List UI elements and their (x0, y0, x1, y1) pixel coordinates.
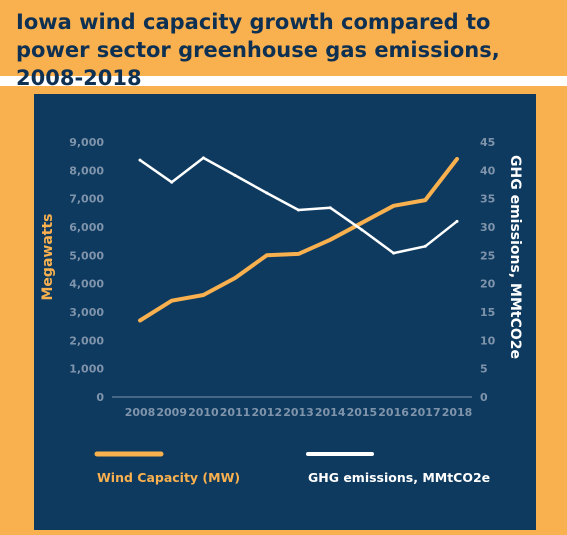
y-tick-label: 8,000 (69, 164, 104, 177)
x-tick-label: 2016 (378, 406, 409, 419)
legend: Wind Capacity (MW) GHG emissions, MMtCO2e (94, 451, 490, 485)
y-tick-label: 9,000 (69, 136, 104, 149)
y2-tick-label: 15 (480, 306, 495, 319)
y-tick-label: 5,000 (69, 249, 104, 262)
data-point (328, 206, 332, 210)
y-tick-label: 6,000 (69, 221, 104, 234)
y-tick-label: 1,000 (69, 363, 104, 376)
x-tick-label: 2014 (315, 406, 346, 419)
data-point (328, 238, 332, 242)
x-tick-label: 2017 (410, 406, 441, 419)
data-point (360, 221, 364, 225)
y2-tick-label: 10 (480, 334, 496, 347)
y-tick-label: 0 (96, 391, 104, 404)
data-point (233, 276, 237, 280)
legend-label: Wind Capacity (MW) (97, 470, 240, 485)
left-axis-ticks: 0 1,000 2,000 3,000 4,000 5,000 6,000 7,000 8,00… (69, 136, 104, 404)
data-point (423, 244, 427, 248)
data-point (201, 293, 205, 297)
ghg-emissions-line (138, 156, 459, 255)
x-tick-label: 2009 (156, 406, 187, 419)
x-tick-label: 2018 (442, 406, 473, 419)
y-tick-label: 4,000 (69, 278, 104, 291)
data-point (170, 180, 174, 184)
y2-tick-label: 20 (480, 278, 496, 291)
y2-tick-label: 0 (480, 391, 488, 404)
data-point (455, 219, 459, 223)
chart-title: Iowa wind capacity growth compared to po… (16, 10, 500, 90)
x-tick-label: 2012 (251, 406, 282, 419)
y2-tick-label: 5 (480, 363, 488, 376)
y-tick-label: 3,000 (69, 306, 104, 319)
data-point (201, 156, 205, 160)
data-point (392, 204, 396, 208)
y2-tick-label: 35 (480, 193, 495, 206)
y2-tick-label: 30 (480, 221, 496, 234)
right-axis-ticks: 0 5 10 15 20 25 30 35 40 45 (480, 136, 496, 404)
data-point (423, 198, 427, 202)
data-point (265, 191, 269, 195)
y-axis-label: Megawatts (40, 214, 56, 301)
wind-capacity-line (138, 157, 459, 323)
y2-tick-label: 25 (480, 249, 495, 262)
data-point (138, 158, 142, 162)
data-point (138, 319, 142, 322)
data-point (360, 228, 364, 232)
x-tick-label: 2011 (220, 406, 251, 419)
y2-tick-label: 40 (480, 164, 496, 177)
data-point (392, 251, 396, 255)
data-point (297, 252, 300, 256)
y-tick-label: 7,000 (69, 193, 104, 206)
legend-label: GHG emissions, MMtCO2e (308, 470, 490, 485)
chart-header: Iowa wind capacity growth compared to po… (0, 0, 567, 90)
data-point (170, 299, 174, 303)
data-point (233, 173, 237, 177)
x-tick-label: 2008 (125, 406, 156, 419)
x-tick-label: 2013 (283, 406, 314, 419)
y-tick-label: 2,000 (69, 334, 104, 347)
x-tick-label: 2015 (347, 406, 378, 419)
x-tick-label: 2010 (188, 406, 219, 419)
data-point (455, 157, 459, 161)
data-point (297, 208, 300, 212)
data-point (265, 253, 269, 257)
x-axis-ticks: 2008 2009 2010 2011 2012 2013 2014 2015 2016 2017… (125, 406, 473, 419)
y2-axis-label: GHG emissions, MMtCO2e (507, 155, 523, 359)
y2-tick-label: 45 (480, 136, 495, 149)
series-layer (138, 156, 459, 323)
